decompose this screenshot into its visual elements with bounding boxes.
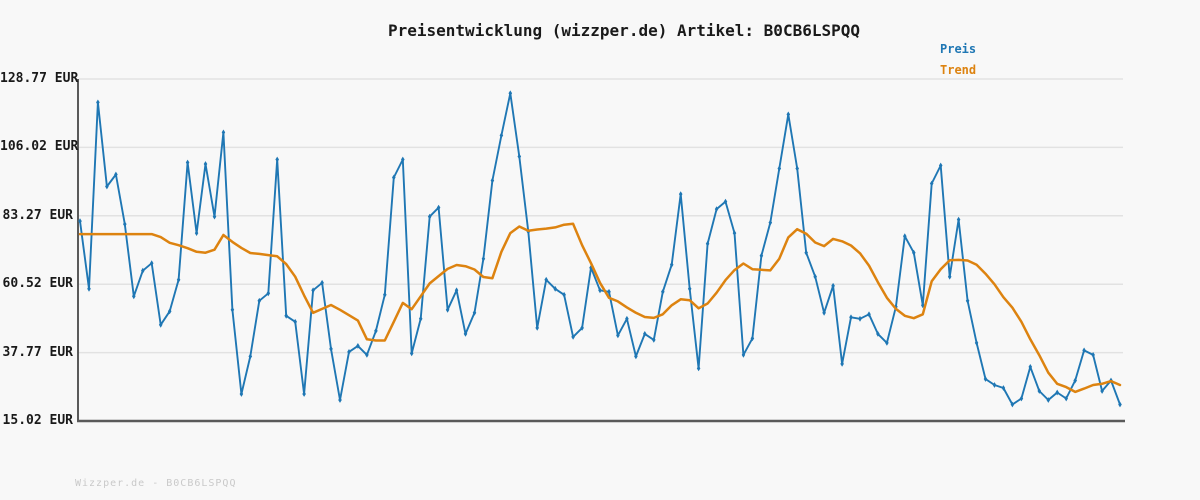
y-tick-label: 106.02 EUR [0,139,79,155]
legend: Preis Trend [940,39,976,81]
y-tick-label: 15.02 EUR [2,413,73,428]
y-tick-label: 83.27 EUR [2,207,73,223]
data-series [78,90,1122,408]
axis-spines [77,79,1125,423]
series-line-preis [79,92,1121,406]
y-tick-label: 37.77 EUR [2,344,73,360]
watermark: Wizzper.de - B0CB6LSPQQ [75,478,237,489]
series-markers-preis [78,90,1122,408]
legend-item-trend: Trend [940,63,977,77]
series-line-trend [78,222,1122,394]
chart-title: Preisentwicklung (wizzper.de) Artikel: B… [387,21,861,40]
y-tick-label: 60.52 EUR [2,276,73,292]
y-tick-label: 128.77 EUR [0,71,79,86]
gridlines [79,78,1123,422]
legend-item-preis: Preis [940,42,977,56]
